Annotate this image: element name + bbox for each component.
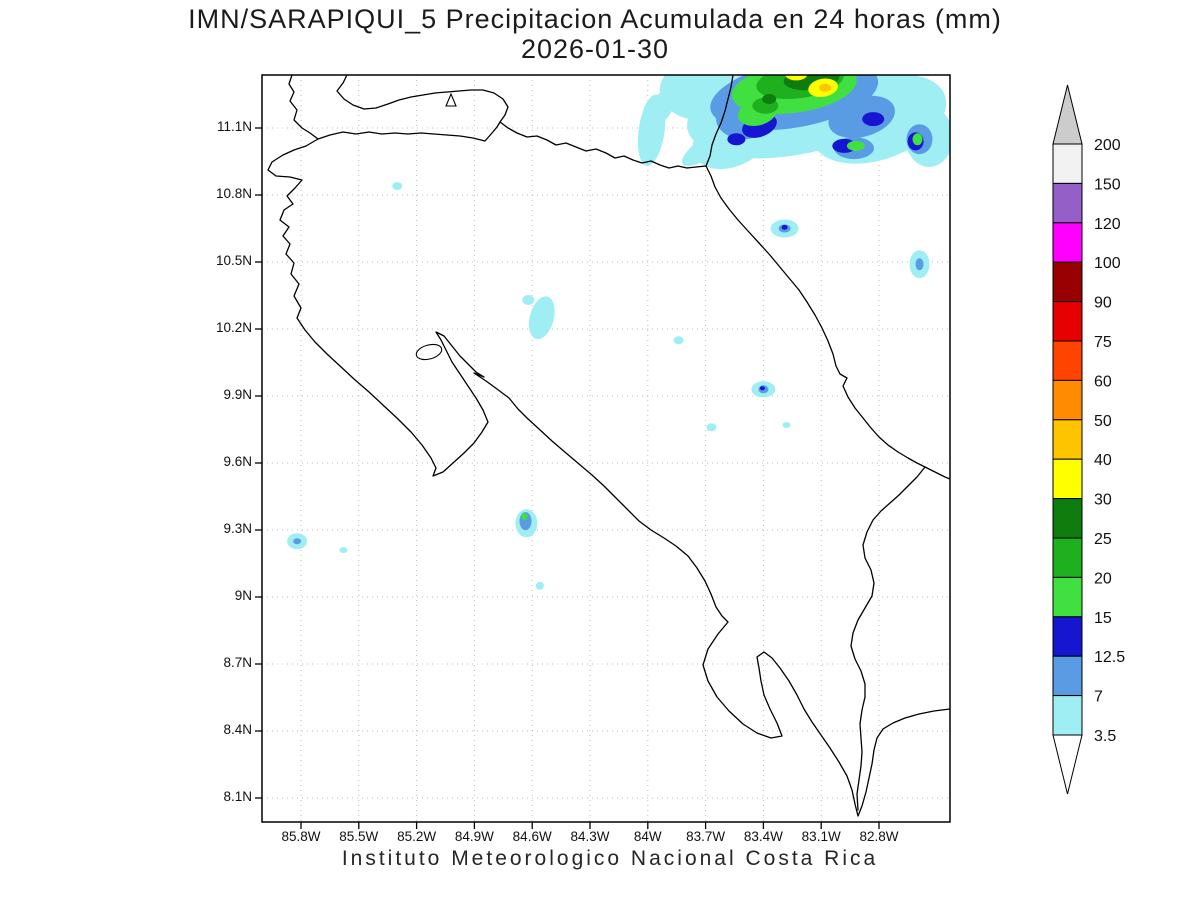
- colorbar-label: 25: [1094, 531, 1112, 548]
- colorbar-label: 75: [1094, 334, 1112, 351]
- precip-cell-level-1: [392, 182, 403, 191]
- map-frame: [261, 74, 951, 823]
- chira-island: [415, 343, 443, 361]
- y-axis-label: 10.5N: [215, 253, 252, 268]
- colorbar-label: 60: [1094, 373, 1112, 390]
- precip-cell-level-1: [650, 87, 676, 125]
- precip-cell-level-1: [706, 423, 717, 432]
- colorbar-segment: [1052, 301, 1083, 342]
- colorbar-segment: [1052, 458, 1083, 500]
- colorbar-segment: [1052, 222, 1083, 263]
- panama-border: [850, 466, 926, 811]
- precip-cell-level-4: [521, 513, 528, 521]
- colorbar-under-arrow: [1052, 734, 1083, 795]
- colorbar-label: 120: [1094, 216, 1121, 233]
- precip-cell-level-1: [782, 422, 791, 428]
- precip-cell-level-1: [681, 130, 730, 167]
- precip-cell-level-2: [915, 258, 924, 271]
- colorbar-over-arrow: [1052, 84, 1083, 145]
- nicaragua-border: [317, 121, 501, 142]
- axis-ticks: [255, 127, 880, 829]
- x-axis-label: 84W: [633, 829, 662, 844]
- colorbar-label: 20: [1094, 570, 1112, 587]
- precip-cell-level-1: [673, 336, 684, 345]
- coastlines: [267, 75, 950, 817]
- precip-cell-level-2: [293, 538, 302, 545]
- colorbar-segment: [1052, 379, 1083, 421]
- colorbar-segment: [1052, 340, 1083, 381]
- precip-cell-level-3: [781, 224, 788, 230]
- colorbar-segment: [1052, 616, 1083, 657]
- precip-cell-level-7: [785, 75, 808, 81]
- colorbar-segment: [1052, 182, 1083, 224]
- colorbar-label: 50: [1094, 413, 1112, 430]
- precip-cell-level-1: [535, 581, 544, 590]
- x-axis-label: 83.7W: [686, 829, 726, 844]
- gridlines: [262, 75, 950, 822]
- precip-cell-level-4: [912, 133, 923, 146]
- nicaragua-caribbean-coastline: [705, 75, 734, 167]
- colorbar-label: 40: [1094, 452, 1112, 469]
- precip-cell-level-6: [762, 94, 777, 104]
- x-axis-label: 84.3W: [570, 829, 610, 844]
- precip-cell-level-1: [339, 547, 348, 554]
- lake-nicaragua-and-san-juan-river: [336, 75, 707, 169]
- colorbar-label: 30: [1094, 492, 1112, 509]
- y-axis-label: 9.9N: [223, 387, 252, 402]
- x-axis-label: 84.6W: [512, 829, 552, 844]
- precip-cell-level-8: [819, 83, 832, 92]
- colorbar-segment: [1052, 143, 1083, 184]
- page-date: 2026-01-30: [520, 34, 670, 64]
- x-axis-label: 82.8W: [859, 829, 899, 844]
- y-axis-label: 10.8N: [215, 186, 252, 201]
- colorbar: 200 150 120 100 90 75 60 50 40 30 25 20 15 12.5 7 3.5: [1052, 84, 1125, 795]
- colorbar-segment: [1052, 498, 1083, 539]
- x-axis-label: 85.8W: [281, 829, 321, 844]
- colorbar-segment: [1052, 695, 1083, 736]
- y-axis-label: 9N: [234, 588, 252, 603]
- y-axis-label: 8.7N: [223, 655, 252, 670]
- x-axis-label: 85.2W: [397, 829, 437, 844]
- x-axis-label: 85.5W: [339, 829, 379, 844]
- y-axis-label: 10.2N: [215, 320, 252, 335]
- x-axis-label: 83.1W: [801, 829, 841, 844]
- precip-cell-level-4: [846, 140, 865, 151]
- caribbean-coastline: [705, 165, 950, 480]
- precip-cell-level-3: [759, 386, 765, 391]
- colorbar-label: 200: [1094, 137, 1121, 154]
- colorbar-segment: [1052, 537, 1083, 578]
- precip-cell-level-1: [528, 296, 555, 340]
- precip-cell-level-3: [727, 133, 746, 146]
- colorbar-label: 12.5: [1094, 649, 1125, 666]
- colorbar-label: 15: [1094, 610, 1112, 627]
- precip-cell-level-1: [522, 295, 535, 305]
- colorbar-label: 90: [1094, 295, 1112, 312]
- y-axis-label: 8.4N: [223, 722, 252, 737]
- y-axis-label: 8.1N: [223, 789, 252, 804]
- colorbar-segment: [1052, 261, 1083, 303]
- y-axis-label: 9.6N: [223, 454, 252, 469]
- y-axis-label: 9.3N: [223, 521, 252, 536]
- colorbar-segment: [1052, 655, 1083, 697]
- x-axis-label: 83.4W: [743, 829, 783, 844]
- colorbar-label: 3.5: [1094, 728, 1116, 745]
- page-title: IMN/SARAPIQUI_5 Precipitacion Acumulada …: [188, 4, 1002, 34]
- precip-cell-level-2: [828, 95, 895, 139]
- footer-credit: Instituto Meteorologico Nacional Costa R…: [341, 847, 879, 870]
- colorbar-label: 150: [1094, 176, 1121, 193]
- pacific-coastline: [267, 75, 950, 817]
- colorbar-label: 7: [1094, 689, 1103, 706]
- colorbar-segment: [1052, 419, 1083, 460]
- precip-cell-level-3: [862, 112, 885, 127]
- y-axis-label: 11.1N: [216, 119, 252, 134]
- colorbar-label: 100: [1094, 255, 1121, 272]
- x-axis-label: 84.9W: [454, 829, 494, 844]
- lake-island-icon: [445, 92, 457, 107]
- colorbar-segment: [1052, 576, 1083, 618]
- precipitation-shading: [287, 75, 950, 590]
